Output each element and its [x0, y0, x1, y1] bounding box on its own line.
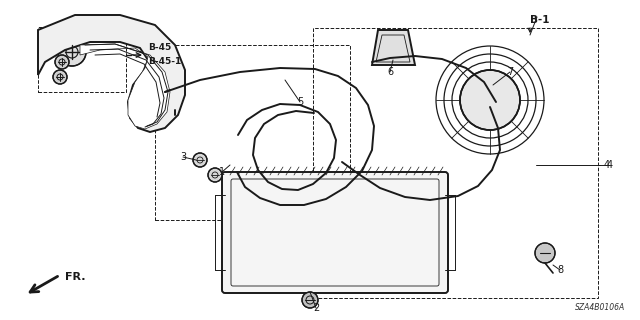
Circle shape	[53, 70, 67, 84]
Text: B-45-1: B-45-1	[148, 58, 181, 67]
Circle shape	[302, 292, 318, 308]
Bar	[313, 28, 598, 298]
Circle shape	[460, 70, 520, 130]
Polygon shape	[80, 44, 170, 129]
Circle shape	[58, 38, 86, 66]
Text: B-45: B-45	[148, 44, 172, 52]
FancyBboxPatch shape	[222, 172, 448, 293]
Circle shape	[208, 168, 222, 182]
Circle shape	[55, 55, 69, 69]
Text: 2: 2	[313, 303, 319, 313]
Text: FR.: FR.	[65, 272, 86, 282]
Polygon shape	[372, 30, 415, 65]
Text: 3: 3	[180, 152, 186, 162]
Text: 6: 6	[387, 67, 393, 77]
Polygon shape	[38, 15, 185, 132]
Text: 8: 8	[557, 265, 563, 275]
Bar	[38, 27, 126, 92]
Bar	[155, 45, 350, 220]
Text: SZA4B0106A: SZA4B0106A	[575, 303, 625, 312]
Text: 7: 7	[507, 67, 513, 77]
Circle shape	[535, 243, 555, 263]
Text: 4: 4	[607, 160, 613, 170]
Text: 5: 5	[297, 97, 303, 107]
Text: 4: 4	[604, 160, 610, 170]
Circle shape	[193, 153, 207, 167]
Text: B-1: B-1	[530, 15, 550, 25]
Text: 1: 1	[219, 167, 225, 177]
